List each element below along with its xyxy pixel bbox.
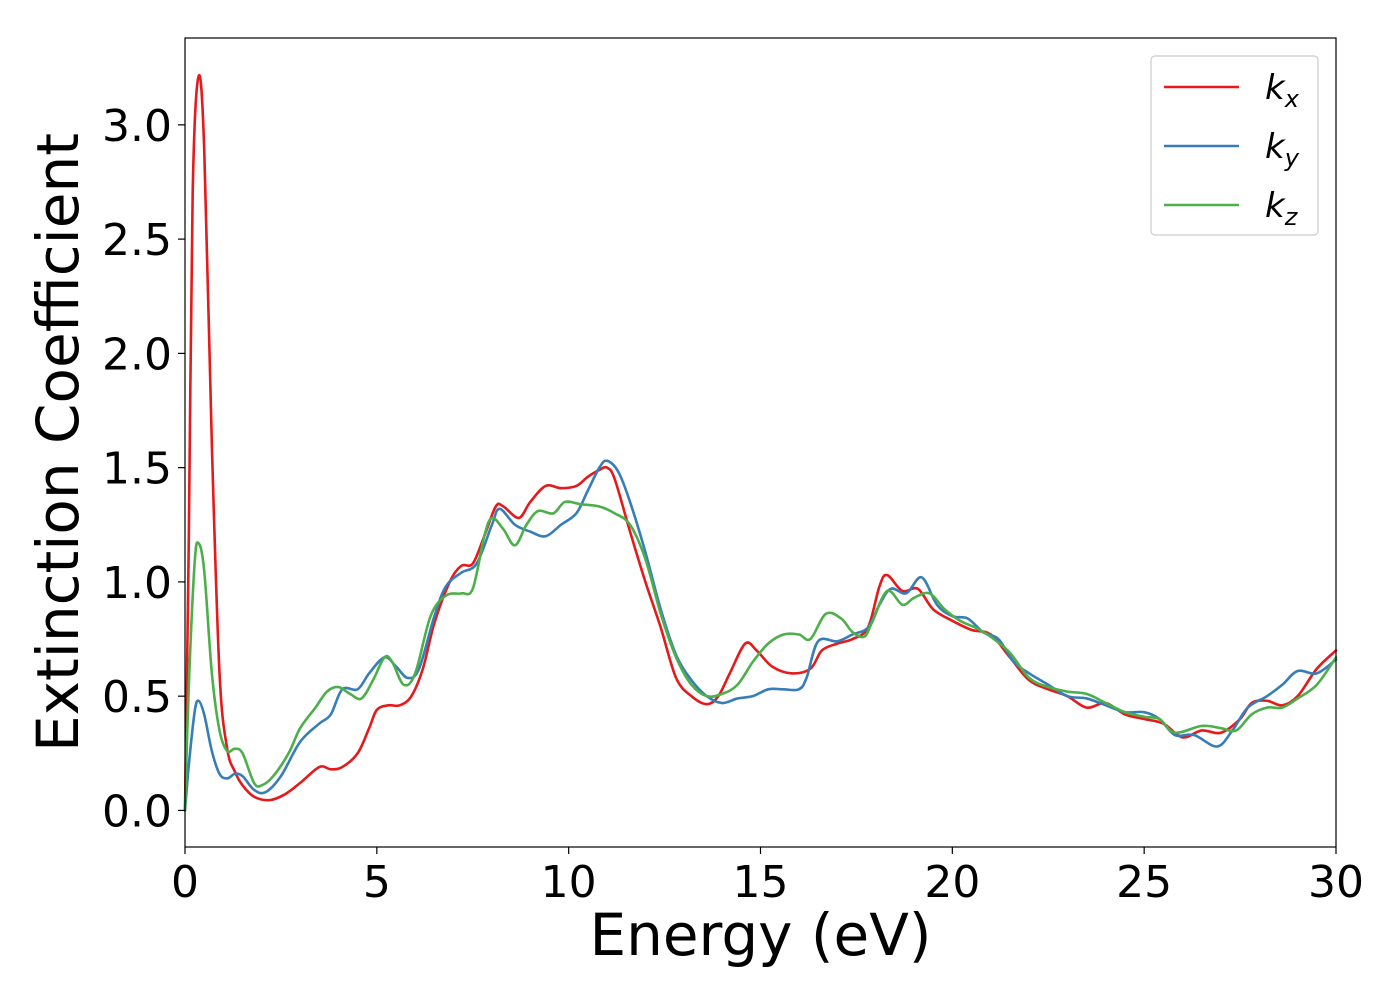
legend-label-y: ky <box>1265 127 1300 172</box>
legend-label-z: kz <box>1265 186 1299 231</box>
x-tick-label: 15 <box>733 857 789 908</box>
legend-label-subscript: z <box>1284 203 1299 231</box>
y-axis-label: Extinction Coefficient <box>24 133 92 752</box>
series-line-k-x <box>183 74 1338 812</box>
x-axis-ticks: 0 5 10 15 20 25 30 <box>171 847 1364 908</box>
legend-label-x: kx <box>1265 68 1300 113</box>
legend-label-base: k <box>1265 127 1286 167</box>
y-tick-label: 2.5 <box>102 215 172 266</box>
x-tick-label: 30 <box>1308 857 1364 908</box>
y-axis-ticks: 0.0 0.5 1.0 1.5 2.0 2.5 3.0 <box>102 101 185 837</box>
x-tick-label: 20 <box>924 857 980 908</box>
legend-label-base: k <box>1265 68 1286 108</box>
legend-label-base: k <box>1265 186 1286 226</box>
y-tick-label: 1.5 <box>102 444 172 495</box>
legend-label-subscript: y <box>1284 144 1300 172</box>
y-tick-label: 3.0 <box>102 101 172 152</box>
y-tick-label: 2.0 <box>102 329 172 380</box>
legend-label-subscript: x <box>1284 85 1300 113</box>
x-tick-label: 5 <box>363 857 391 908</box>
x-axis-label: Energy (eV) <box>589 901 931 969</box>
y-tick-label: 1.0 <box>102 558 172 609</box>
y-tick-label: 0.5 <box>102 672 172 723</box>
x-tick-label: 0 <box>171 857 199 908</box>
x-tick-label: 25 <box>1116 857 1172 908</box>
x-tick-label: 10 <box>541 857 597 908</box>
series-layer <box>183 74 1338 812</box>
y-tick-label: 0.0 <box>102 786 172 837</box>
series-line-k-z <box>183 500 1338 812</box>
